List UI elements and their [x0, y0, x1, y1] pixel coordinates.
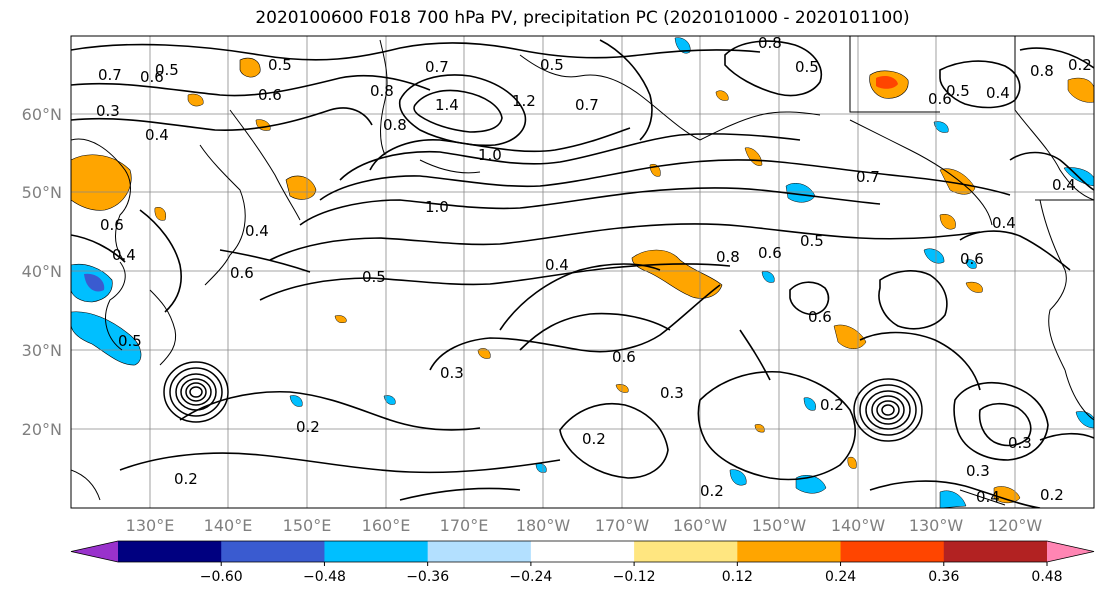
lat-label: 20°N [22, 420, 62, 439]
colorbar-extend-low [71, 541, 118, 562]
contour-label: 1.0 [478, 146, 502, 164]
contour-label: 0.6 [960, 250, 984, 268]
contour-label: 0.4 [245, 222, 269, 240]
contour-label: 0.6 [258, 86, 282, 104]
lon-label: 160°E [362, 516, 411, 535]
contour-label: 0.5 [268, 56, 292, 74]
lat-label: 40°N [22, 262, 62, 281]
contour-label: 0.6 [808, 308, 832, 326]
lat-label: 60°N [22, 105, 62, 124]
contour-label: 1.2 [512, 92, 536, 110]
contour-label: 0.4 [545, 256, 569, 274]
colorbar-label: 0.48 [1031, 569, 1062, 585]
lon-label: 180°W [516, 516, 571, 535]
contour-label: 0.7 [856, 168, 880, 186]
contour-label: 0.8 [370, 82, 394, 100]
colorbar-swatch [531, 541, 635, 562]
contour-label: 0.8 [716, 248, 740, 266]
lon-label: 170°W [595, 516, 650, 535]
contour-label: 0.5 [155, 61, 179, 79]
contour-label: 0.5 [362, 268, 386, 286]
lon-label: 170°E [440, 516, 489, 535]
colorbar-swatch [118, 541, 222, 562]
contour-label: 0.3 [966, 462, 990, 480]
lon-label: 160°W [673, 516, 728, 535]
lon-label: 120°W [988, 516, 1043, 535]
lon-label: 140°W [831, 516, 886, 535]
colorbar-label: −0.12 [613, 569, 656, 585]
colorbar-label: −0.36 [406, 569, 449, 585]
contour-label: 0.2 [1068, 56, 1092, 74]
contour-label: 0.8 [758, 34, 782, 52]
contour-label: 0.8 [383, 116, 407, 134]
colorbar-swatch [944, 541, 1048, 562]
colorbar-swatch [737, 541, 841, 562]
contour-label: 0.4 [112, 246, 136, 264]
contour-label: 0.7 [575, 96, 599, 114]
lon-labels: 130°E 140°E 150°E 160°E 170°E 180°W 170°… [126, 516, 1043, 535]
contour-label: 0.6 [758, 244, 782, 262]
contour-label: 0.3 [660, 384, 684, 402]
contour-label: 0.4 [986, 84, 1010, 102]
contour-label: 0.8 [1030, 62, 1054, 80]
colorbar-label: 0.24 [825, 569, 856, 585]
contour-label: 0.5 [118, 332, 142, 350]
colorbar-label: 0.12 [722, 569, 753, 585]
contour-label: 0.4 [145, 126, 169, 144]
colorbar-label: −0.48 [303, 569, 346, 585]
contour-label: 0.6 [100, 216, 124, 234]
contour-label: 0.2 [296, 418, 320, 436]
contour-label: 0.4 [976, 488, 1000, 506]
colorbar-label: −0.60 [200, 569, 243, 585]
contour-label: 0.2 [820, 396, 844, 414]
lon-label: 150°W [752, 516, 807, 535]
contour-label: 0.4 [992, 214, 1016, 232]
colorbar-label: 0.36 [928, 569, 959, 585]
lat-labels: 60°N 50°N 40°N 30°N 20°N [22, 105, 62, 439]
contour-label: 0.7 [425, 58, 449, 76]
contour-label: 0.7 [98, 66, 122, 84]
lon-label: 140°E [204, 516, 253, 535]
contour-label: 0.4 [1052, 176, 1076, 194]
lon-label: 150°E [283, 516, 332, 535]
contour-label: 0.6 [612, 348, 636, 366]
contour-label: 0.2 [700, 482, 724, 500]
contour-label: 1.0 [425, 198, 449, 216]
contour-label: 0.3 [96, 102, 120, 120]
colorbar-swatch [221, 541, 325, 562]
contour-label: 0.2 [582, 430, 606, 448]
contour-label: 0.3 [440, 364, 464, 382]
colorbar-label: −0.24 [509, 569, 552, 585]
lat-label: 50°N [22, 183, 62, 202]
colorbar-extend-high [1047, 541, 1094, 562]
colorbar-swatch [841, 541, 945, 562]
colorbar: −0.60 −0.48 −0.36 −0.24 −0.12 0.12 0.24 0.36 0.4… [71, 541, 1105, 585]
lon-label: 130°W [909, 516, 964, 535]
colorbar-swatch [428, 541, 532, 562]
contour-label: 0.2 [174, 470, 198, 488]
contour-label: 1.4 [435, 96, 459, 114]
colorbar-swatch [634, 541, 738, 562]
contour-label: 0.2 [1040, 486, 1064, 504]
contour-label: 0.5 [946, 82, 970, 100]
colorbar-swatch [324, 541, 428, 562]
map-figure: 0.7 0.6 0.5 0.5 0.3 0.4 0.6 0.8 0.8 0.7 … [0, 0, 1105, 601]
contour-label: 0.5 [795, 58, 819, 76]
contour-label: 0.6 [230, 264, 254, 282]
contour-label: 0.3 [1008, 434, 1032, 452]
lat-label: 30°N [22, 341, 62, 360]
contour-label: 0.5 [800, 232, 824, 250]
contour-label: 0.5 [540, 56, 564, 74]
lon-label: 130°E [126, 516, 175, 535]
